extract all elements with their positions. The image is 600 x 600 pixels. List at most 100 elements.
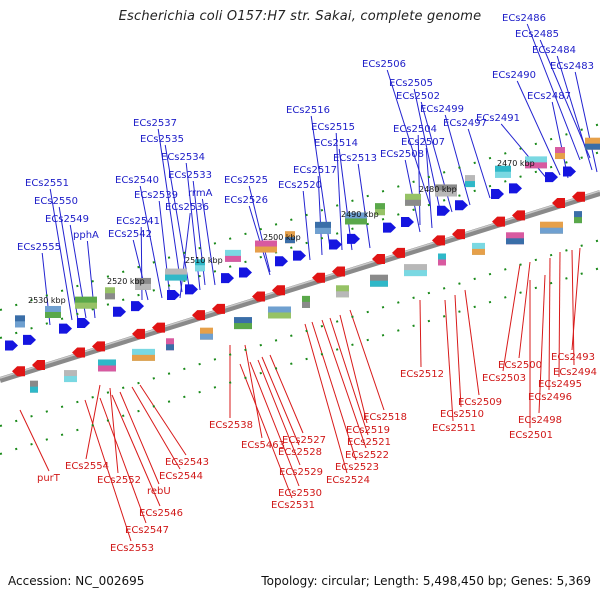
gene-label-ecs2539[interactable]: ECs2539 [134, 190, 178, 201]
gene-label-ecs2483[interactable]: ECs2483 [550, 61, 594, 72]
gene-label-ecs2511[interactable]: ECs2511 [432, 423, 476, 434]
gene-leader-line [179, 212, 191, 299]
gene-label-ecs2496[interactable]: ECs2496 [528, 392, 572, 403]
gene-label-ecs2555[interactable]: ECs2555 [17, 242, 61, 253]
gene-label-ecs2493[interactable]: ECs2493 [551, 352, 595, 363]
gene-arrow [275, 256, 288, 267]
gene-label-ecs2495[interactable]: ECs2495 [538, 379, 582, 390]
gene-label-ecs2537[interactable]: ECs2537 [133, 118, 177, 129]
gene-label-ecs2507[interactable]: ECs2507 [401, 137, 445, 148]
gene-label-ecs2551[interactable]: ECs2551 [25, 178, 69, 189]
gene-label-ecs2487[interactable]: ECs2487 [527, 91, 571, 102]
gene-label-ecs2552[interactable]: ECs2552 [97, 475, 141, 486]
gene-label-ecs2524[interactable]: ECs2524 [326, 475, 370, 486]
gene-feature-block [166, 344, 174, 351]
gene-leader-line [311, 321, 357, 461]
gene-label-ecs2533[interactable]: ECs2533 [168, 170, 212, 181]
gene-label-ecs2542[interactable]: ECs2542 [108, 229, 152, 240]
gene-label-ecs2498[interactable]: ECs2498 [518, 415, 562, 426]
gene-label-ecs2515[interactable]: ECs2515 [311, 122, 355, 133]
gene-label-purt[interactable]: purT [37, 473, 61, 484]
gene-arrow [509, 183, 522, 194]
gene-label-ecs2490[interactable]: ECs2490 [492, 70, 536, 81]
gene-label-ecs2525[interactable]: ECs2525 [224, 175, 268, 186]
gene-label-ppha[interactable]: pphA [73, 230, 99, 241]
gene-arrow [72, 347, 85, 358]
gene-label-ecs2521[interactable]: ECs2521 [347, 437, 391, 448]
gene-label-rrma[interactable]: rrmA [188, 188, 213, 199]
gene-label-ecs2505[interactable]: ECs2505 [389, 78, 433, 89]
gene-feature-block [435, 190, 457, 197]
gene-arrow [132, 328, 145, 339]
genome-title: Escherichia coli O157:H7 str. Sakai, com… [118, 9, 482, 24]
gene-label-ecs2529[interactable]: ECs2529 [279, 467, 323, 478]
gene-label-ecs2497[interactable]: ECs2497 [443, 118, 487, 129]
gene-leader-line [157, 128, 183, 293]
gene-label-ecs2549[interactable]: ECs2549 [45, 214, 89, 225]
gene-label-ecs2526[interactable]: ECs2526 [224, 195, 268, 206]
gene-arrow [432, 235, 445, 246]
gene-label-ecs2528[interactable]: ECs2528 [278, 447, 322, 458]
gene-label-ecs2538[interactable]: ECs2538 [209, 420, 253, 431]
gene-label-ecs2512[interactable]: ECs2512 [400, 369, 444, 380]
gene-feature-block [234, 323, 252, 330]
gene-label-ecs2501[interactable]: ECs2501 [509, 430, 553, 441]
gene-label-ecs2520[interactable]: ECs2520 [278, 180, 322, 191]
gene-label-ecs2506[interactable]: ECs2506 [362, 59, 406, 70]
gene-label-rebu[interactable]: rebU [147, 486, 171, 497]
gene-label-ecs2546[interactable]: ECs2546 [139, 508, 183, 519]
gene-label-ecs2543[interactable]: ECs2543 [165, 457, 209, 468]
gene-label-ecs2502[interactable]: ECs2502 [396, 91, 440, 102]
gene-arrow [113, 306, 126, 317]
gene-arrow [552, 197, 565, 208]
gene-label-ecs2510[interactable]: ECs2510 [440, 409, 484, 420]
gene-label-ecs2514[interactable]: ECs2514 [314, 138, 358, 149]
gene-feature-block [438, 259, 446, 266]
gene-label-ecs2486[interactable]: ECs2486 [502, 13, 546, 24]
gene-feature-block [45, 311, 61, 318]
gene-arrow [32, 360, 45, 371]
gene-label-ecs2517[interactable]: ECs2517 [293, 165, 337, 176]
gene-label-ecs2519[interactable]: ECs2519 [346, 425, 390, 436]
gene-arrow [392, 247, 405, 258]
gene-leader-line [257, 359, 301, 466]
gene-label-ecs2544[interactable]: ECs2544 [159, 471, 203, 482]
gene-leader-line [502, 263, 521, 372]
gene-label-ecs2504[interactable]: ECs2504 [393, 124, 437, 135]
gene-leader-line [539, 39, 591, 159]
gene-label-ecs2485[interactable]: ECs2485 [515, 29, 559, 40]
gene-label-ecs2513[interactable]: ECs2513 [333, 153, 377, 164]
gene-label-ecs2534[interactable]: ECs2534 [161, 152, 205, 163]
gene-label-ecs2536[interactable]: ECs2536 [165, 202, 209, 213]
gene-feature-block [285, 237, 295, 244]
gene-feature-block [15, 321, 25, 328]
gene-label-ecs2500[interactable]: ECs2500 [498, 360, 542, 371]
gene-label-ecs2541[interactable]: ECs2541 [116, 216, 160, 227]
gene-label-ecs2553[interactable]: ECs2553 [110, 543, 154, 554]
gene-label-ecs2516[interactable]: ECs2516 [286, 105, 330, 116]
gene-feature-block [30, 386, 38, 393]
gene-label-ecs2503[interactable]: ECs2503 [482, 373, 526, 384]
gene-label-ecs2499[interactable]: ECs2499 [420, 104, 464, 115]
gene-label-ecs2491[interactable]: ECs2491 [476, 113, 520, 124]
gene-leader-line [19, 409, 50, 472]
gene-label-ecs2535[interactable]: ECs2535 [140, 134, 184, 145]
gene-label-ecs2550[interactable]: ECs2550 [34, 196, 78, 207]
gene-label-ecs2508[interactable]: ECs2508 [380, 149, 424, 160]
gene-label-ecs2494[interactable]: ECs2494 [553, 367, 597, 378]
gene-label-ecs2518[interactable]: ECs2518 [363, 412, 407, 423]
gene-label-ecs2530[interactable]: ECs2530 [278, 488, 322, 499]
gene-label-ecs2523[interactable]: ECs2523 [335, 462, 379, 473]
gene-label-ecs2509[interactable]: ECs2509 [458, 397, 502, 408]
gene-label-ecs2547[interactable]: ECs2547 [125, 525, 169, 536]
gene-leader-line [321, 319, 367, 449]
gene-label-ecs2484[interactable]: ECs2484 [532, 45, 576, 56]
gene-label-ecs2522[interactable]: ECs2522 [345, 450, 389, 461]
gene-arrow [572, 191, 585, 202]
gene-label-ecs5463[interactable]: ECs5463 [241, 440, 285, 451]
scale-tick-label: 2480 kbp [419, 185, 457, 194]
gene-label-ecs2540[interactable]: ECs2540 [115, 175, 159, 186]
gene-label-ecs2527[interactable]: ECs2527 [282, 435, 326, 446]
gene-label-ecs2531[interactable]: ECs2531 [271, 500, 315, 511]
gene-label-ecs2554[interactable]: ECs2554 [65, 461, 109, 472]
